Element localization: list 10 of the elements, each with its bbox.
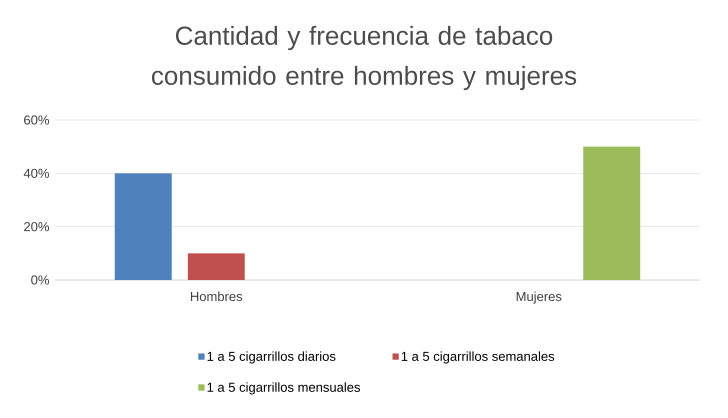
y-tick-label: 20% xyxy=(24,222,50,232)
legend-label: 1 a 5 cigarrillos semanales xyxy=(402,351,554,364)
chart-title: Cantidad y frecuencia de tabaco consumido entre hombres y mujeres xyxy=(152,26,576,90)
x-tick-label: Hombres xyxy=(190,292,242,302)
legend-label: 1 a 5 cigarrillos mensuales xyxy=(208,382,360,394)
y-tick-label: 60% xyxy=(24,115,50,125)
x-tick-label: Mujeres xyxy=(516,292,562,304)
y-tick-label: 0% xyxy=(31,275,50,285)
y-tick-label: 40% xyxy=(24,168,50,178)
legend-label: 1 a 5 cigarrillos diarios xyxy=(208,351,336,364)
